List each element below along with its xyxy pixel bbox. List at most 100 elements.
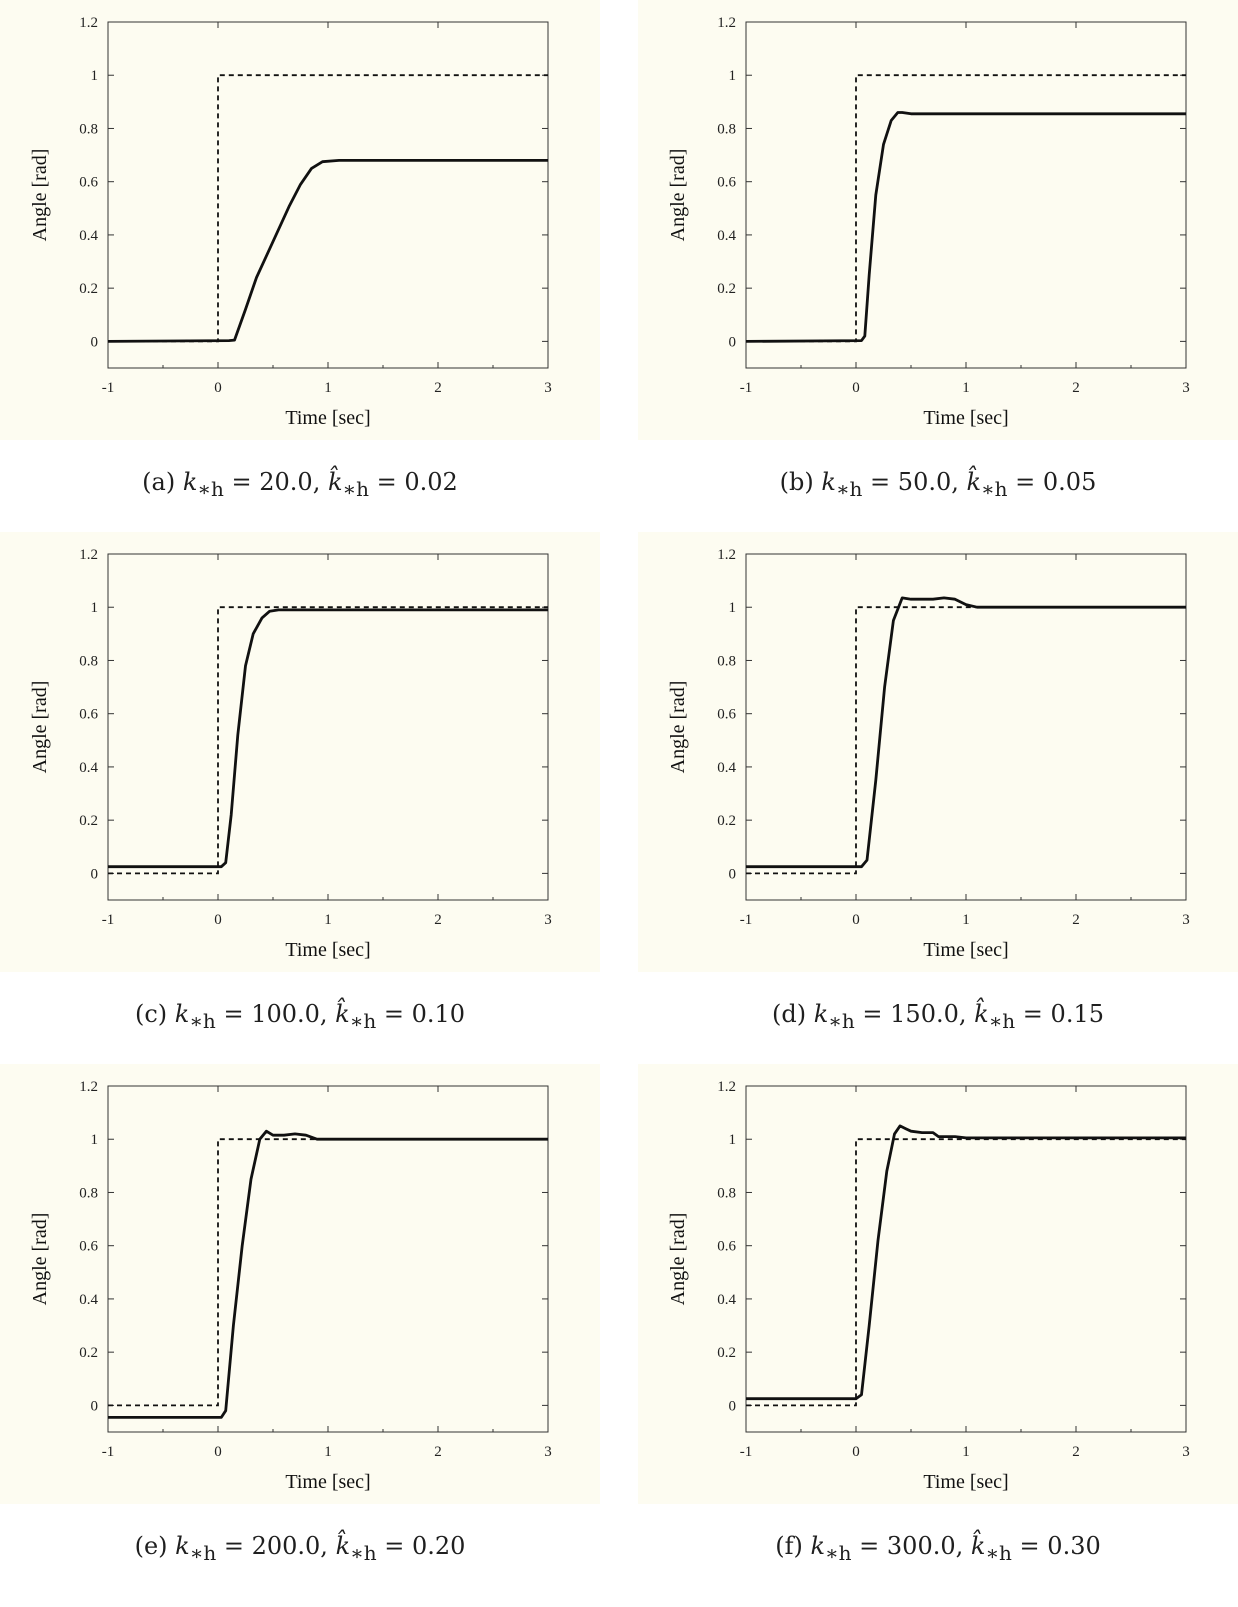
caption-k-value: 200.0 <box>251 1532 321 1560</box>
y-tick-label: 1 <box>729 68 737 84</box>
plot-frame <box>745 1085 1187 1433</box>
plot-frame <box>745 21 1187 369</box>
caption-k-value: 50.0 <box>897 468 952 496</box>
caption-k-value: 300.0 <box>886 1532 956 1560</box>
y-tick-label: 1 <box>91 68 99 84</box>
x-axis-label: Time [sec] <box>285 939 370 961</box>
y-tick-label: 0 <box>729 334 737 350</box>
x-tick-label: 3 <box>1182 912 1190 928</box>
y-axis-label: Angle [rad] <box>29 149 51 242</box>
reference-step-line <box>108 606 548 875</box>
y-tick-label: 0.2 <box>717 813 736 829</box>
caption-letter: (c) <box>134 1000 168 1028</box>
x-tick-label: -1 <box>740 912 753 928</box>
panel-e: 0 0.2 0.4 0.6 0.8 1 1.2 -1 0 1 2 3 Time [sec] Angle [… <box>0 1064 600 1584</box>
caption-khat-value: 0.05 <box>1042 468 1097 496</box>
x-tick-label: -1 <box>102 1444 115 1460</box>
y-tick-label: 0.6 <box>717 707 736 723</box>
y-tick-label: 0.2 <box>79 281 98 297</box>
y-tick-label: 1.2 <box>79 1079 98 1095</box>
y-tick-label: 0.4 <box>717 228 736 244</box>
caption-f: (f) k∗h = 300.0, k̂∗h = 0.30 <box>775 1532 1101 1565</box>
y-axis-label: Angle [rad] <box>667 149 689 242</box>
y-tick-label: 0 <box>729 866 737 882</box>
caption-c: (c) k∗h = 100.0, k̂∗h = 0.10 <box>134 1000 466 1033</box>
x-axis-label: Time [sec] <box>285 407 370 429</box>
y-tick-label: 1.2 <box>717 547 736 563</box>
caption-letter: (e) <box>134 1532 168 1560</box>
x-tick-label: 2 <box>434 1444 442 1460</box>
caption-k-value: 20.0 <box>259 468 313 496</box>
x-tick-label: 3 <box>544 912 552 928</box>
y-tick-label: 0.8 <box>79 121 98 137</box>
x-tick-label: -1 <box>740 1444 753 1460</box>
y-tick-label: 0.4 <box>79 228 98 244</box>
x-tick-label: 0 <box>214 380 222 396</box>
y-tick-label: 0.4 <box>717 1292 736 1308</box>
caption-b: (b) k∗h = 50.0, k̂∗h = 0.05 <box>779 468 1097 501</box>
x-tick-label: 2 <box>1072 380 1080 396</box>
chart-d: 0 0.2 0.4 0.6 0.8 1 1.2 -1 0 1 2 3 Time [sec] Angle [… <box>638 532 1238 972</box>
y-tick-label: 0 <box>91 866 99 882</box>
y-tick-label: 0 <box>91 334 99 350</box>
x-tick-label: 3 <box>1182 1444 1190 1460</box>
caption-khat-value: 0.20 <box>411 1532 466 1560</box>
x-tick-label: 1 <box>962 1444 970 1460</box>
y-tick-label: 1 <box>729 600 737 616</box>
chart-b: 0 0.2 0.4 0.6 0.8 1 1.2 -1 0 1 2 3 Time [sec] Angle [… <box>638 0 1238 440</box>
panel-a: 0 0.2 0.4 0.6 0.8 1 1.2 -1 0 1 2 3 Time [sec] Angle [… <box>0 0 600 520</box>
caption-k-value: 100.0 <box>251 1000 320 1028</box>
caption-k-value: 150.0 <box>890 1000 959 1028</box>
y-tick-label: 0.6 <box>717 1239 736 1255</box>
response-line <box>746 596 1186 869</box>
x-tick-label: 1 <box>324 912 332 928</box>
x-tick-label: 2 <box>434 380 442 396</box>
x-tick-label: 0 <box>852 912 860 928</box>
plot-frame <box>107 21 549 369</box>
response-line <box>746 1124 1186 1401</box>
x-tick-label: 0 <box>214 1444 222 1460</box>
x-tick-label: -1 <box>102 912 115 928</box>
y-tick-label: 1.2 <box>79 15 98 31</box>
response-line <box>108 608 548 869</box>
y-tick-label: 0.4 <box>79 760 98 776</box>
y-tick-label: 0.6 <box>717 175 736 191</box>
y-axis-label: Angle [rad] <box>667 681 689 774</box>
chart-e: 0 0.2 0.4 0.6 0.8 1 1.2 -1 0 1 2 3 Time [sec] Angle [… <box>0 1064 600 1504</box>
y-tick-label: 1 <box>729 1132 737 1148</box>
y-tick-label: 0.8 <box>79 1185 98 1201</box>
x-tick-label: 1 <box>962 380 970 396</box>
panel-f: 0 0.2 0.4 0.6 0.8 1 1.2 -1 0 1 2 3 Time [sec] Angle [… <box>638 1064 1238 1584</box>
y-tick-label: 1 <box>91 600 99 616</box>
caption-d: (d) k∗h = 150.0, k̂∗h = 0.15 <box>772 1000 1104 1033</box>
chart-a: 0 0.2 0.4 0.6 0.8 1 1.2 -1 0 1 2 3 Time [sec] Angle [… <box>0 0 600 440</box>
caption-khat-value: 0.10 <box>411 1000 466 1028</box>
y-tick-label: 1.2 <box>717 15 736 31</box>
x-tick-label: 2 <box>1072 912 1080 928</box>
x-tick-label: 3 <box>544 380 552 396</box>
x-tick-label: -1 <box>740 380 753 396</box>
x-axis-label: Time [sec] <box>923 1471 1008 1493</box>
y-tick-label: 0.8 <box>717 1185 736 1201</box>
x-axis-label: Time [sec] <box>923 939 1008 961</box>
caption-khat-value: 0.02 <box>404 468 458 496</box>
y-tick-label: 1.2 <box>717 1079 736 1095</box>
caption-khat-value: 0.30 <box>1047 1532 1101 1560</box>
y-tick-label: 0.6 <box>79 1239 98 1255</box>
y-tick-label: 0.8 <box>717 653 736 669</box>
x-tick-label: 1 <box>324 1444 332 1460</box>
x-tick-label: 2 <box>1072 1444 1080 1460</box>
x-axis-label: Time [sec] <box>923 407 1008 429</box>
y-tick-label: 0.4 <box>79 1292 98 1308</box>
x-tick-label: -1 <box>102 380 115 396</box>
y-tick-label: 0.8 <box>717 121 736 137</box>
x-tick-label: 1 <box>324 380 332 396</box>
y-tick-label: 0 <box>91 1398 99 1414</box>
y-tick-label: 0.6 <box>79 707 98 723</box>
panel-c: 0 0.2 0.4 0.6 0.8 1 1.2 -1 0 1 2 3 Time [sec] Angle [… <box>0 532 600 1052</box>
y-tick-label: 0.2 <box>717 281 736 297</box>
caption-letter: (a) <box>142 468 176 496</box>
x-tick-label: 1 <box>962 912 970 928</box>
y-tick-label: 1 <box>91 1132 99 1148</box>
